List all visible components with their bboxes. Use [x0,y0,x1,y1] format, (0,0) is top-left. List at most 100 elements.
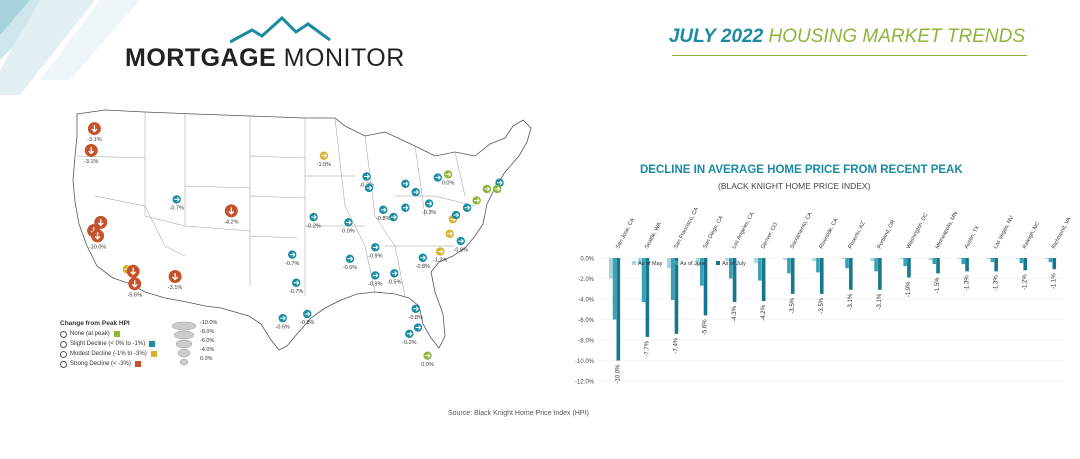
y-tick-label: -4.0% [578,298,594,304]
map-marker [445,229,454,238]
map-marker: -0.6% [343,254,357,271]
bar [961,258,966,265]
chart-title: DECLINE IN AVERAGE HOME PRICE FROM RECEN… [640,164,963,176]
map-marker: -5.6% [128,277,142,298]
arrow-right-icon [453,212,460,218]
arrow-right-icon [364,174,370,179]
marker-label: -1.5% [317,162,331,168]
data-label: -5.6% [703,319,709,335]
arrow-down-icon [88,146,95,155]
bar [641,258,646,303]
bar [907,258,911,278]
map-marker: -1.2% [433,247,447,264]
arrow-right-icon [293,280,300,286]
bar [703,258,708,316]
arrow-down-icon [228,207,235,215]
size-legend-icon [171,321,197,366]
map-marker: -0.6% [276,313,290,330]
map-marker: 0.0% [342,218,355,235]
bar [696,258,700,267]
map-marker: -0.8% [300,309,315,326]
bar [957,258,962,260]
marker-label: 0.0% [342,229,355,235]
bar [758,258,762,281]
legend-item-slight: Slight Decline (< 0% to -1%) [60,339,250,349]
arrow-down-icon [131,280,138,288]
marker-label: -0.9% [368,254,382,260]
bar [990,258,995,263]
map-marker [492,184,502,194]
bar [849,258,853,290]
data-label: -3.1% [877,293,883,309]
bar [932,258,937,265]
y-tick-label: 0.0% [580,257,594,263]
page-headline: JULY 2022 HOUSING MARKET TRENDS [668,26,1025,47]
arrow-right-icon [464,205,471,211]
map-marker: -3.1% [84,143,99,165]
arrow-right-icon [402,181,409,187]
bar [645,258,650,337]
y-tick-label: -8.0% [578,339,594,345]
y-tick-label: -10.0% [575,359,595,365]
marker-label: -0.3% [422,210,436,216]
bar [812,258,816,262]
arrow-right-icon [372,273,379,278]
bar [725,258,729,262]
map-marker: -0.7% [289,278,303,295]
arrow-right-icon [402,205,409,211]
chart-legend-item: As of June [674,261,706,267]
map-marker: -0.2% [306,212,321,229]
marker-label: -3.1% [87,137,101,143]
arrow-right-icon [474,198,480,203]
bar [783,258,787,261]
map-marker [451,210,461,220]
arrow-right-icon [372,244,379,250]
bar [965,258,969,272]
x-tick-label: Denver, CO [760,221,779,250]
size-label: -4.0% [200,347,215,353]
legend-swatch [674,261,678,265]
legend-item-none: None (at peak) [60,329,250,339]
marker-label: -10.0% [89,244,107,250]
marker-label: 0.0% [421,362,434,368]
arrow-right-icon [321,153,328,159]
size-label: 0.0% [200,356,213,362]
arrow-right-icon [391,214,397,220]
bar [1044,258,1049,260]
bar [667,258,671,269]
map-marker: -3.1% [87,122,102,143]
marker-label: -0.7% [289,289,303,295]
bar [1052,258,1057,270]
bar [674,258,679,334]
map-marker: -0.7% [170,195,184,212]
map-marker: -0.8% [408,304,423,321]
arrow-right-icon [435,175,442,180]
marker-label: -3.1% [168,285,182,291]
arrow-right-icon [447,231,453,237]
chart-subtitle: (BLACK KNIGHT HOME PRICE INDEX) [718,181,871,191]
arrow-right-icon [304,311,311,317]
x-tick-label: Seattle, WA [644,221,663,250]
map-marker [433,173,443,182]
legend-label: As of July [722,261,746,267]
marker-label: -0.6% [343,265,357,271]
arrow-right-icon [445,172,452,177]
marker-label: -0.2% [306,223,320,229]
map-marker: -0.5% [387,269,402,286]
x-tick-label: Las Vegas, NV [993,215,1016,250]
data-label: -10.0% [616,364,622,384]
map-marker [411,187,420,197]
arrow-right-icon [406,331,413,337]
map-marker: -0.2% [402,329,417,346]
arrow-right-icon [437,249,444,254]
y-tick-label: -2.0% [578,277,594,283]
x-tick-label: San Diego, CA [702,215,725,250]
map-marker: -3.1% [168,270,182,291]
legend-dot-icon [60,330,67,338]
us-map: -3.1% -3.1% -10.0% -5.6% -3.1% -0.7% -4.2% -1.5… [72,109,532,368]
data-label: -1.3% [964,275,970,291]
marker-label: -0.8% [408,315,422,321]
data-label: -1.1% [1051,273,1057,289]
size-label: -6.0% [200,338,215,344]
bar [986,258,991,260]
